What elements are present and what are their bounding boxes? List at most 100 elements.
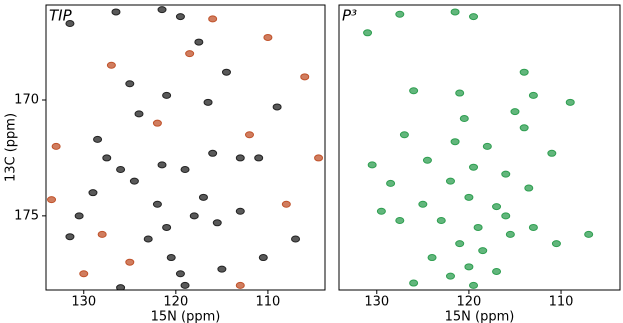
peak [445, 177, 455, 185]
peak [166, 254, 176, 262]
peak [180, 166, 190, 174]
peak [363, 29, 373, 37]
peak [478, 247, 488, 255]
peak [436, 216, 446, 224]
peak [185, 50, 195, 58]
peak [528, 223, 538, 231]
peak [469, 281, 479, 289]
peak [217, 265, 227, 273]
peak [51, 142, 61, 150]
peak [291, 235, 301, 243]
x-tick-label: 120 [163, 295, 188, 310]
peak [469, 163, 479, 171]
peak [492, 267, 502, 275]
peak [376, 207, 386, 215]
peak [79, 270, 89, 278]
peak [194, 38, 204, 46]
peak [102, 154, 112, 162]
peak [93, 135, 103, 143]
peak [505, 230, 515, 238]
peak [208, 149, 218, 157]
peak [97, 230, 107, 238]
peak [399, 131, 409, 139]
peak [125, 80, 135, 88]
peak [180, 281, 190, 289]
panel [47, 6, 324, 290]
peak [281, 200, 291, 208]
x-tick-label: 130 [364, 295, 389, 310]
peak [469, 13, 479, 21]
peak [464, 263, 474, 271]
peak [189, 212, 199, 220]
peak [519, 124, 529, 132]
peak [450, 138, 460, 146]
peak [427, 254, 437, 262]
peak [395, 10, 405, 18]
peak [418, 200, 428, 208]
peak [143, 235, 153, 243]
peak [212, 219, 222, 227]
peaks [47, 6, 324, 290]
peak [235, 154, 245, 162]
peak [198, 193, 208, 201]
peak [175, 270, 185, 278]
peak [482, 142, 492, 150]
peak [152, 119, 162, 127]
peak [510, 108, 520, 116]
peak [47, 196, 57, 204]
plot-frame [45, 4, 326, 291]
peak [221, 68, 231, 76]
peak [129, 177, 139, 185]
peak [386, 179, 396, 187]
panel [363, 8, 594, 289]
peak [422, 156, 432, 164]
peak [162, 91, 172, 99]
x-tick-label: 120 [456, 295, 481, 310]
peak [152, 200, 162, 208]
peak [175, 13, 185, 21]
peak [501, 170, 511, 178]
peak [409, 87, 419, 95]
x-axis-label: 15N (ppm) [151, 310, 221, 323]
peak [203, 98, 213, 106]
peak [464, 193, 474, 201]
peak [235, 207, 245, 215]
peak [395, 216, 405, 224]
peak [455, 240, 465, 248]
peak [125, 258, 135, 266]
panel-title: TIP [49, 7, 73, 25]
y-axis-label: 13C (ppm) [4, 113, 19, 182]
peak [111, 8, 121, 16]
peak [367, 161, 377, 169]
peaks [363, 8, 594, 289]
peak [157, 6, 167, 14]
peak [65, 233, 75, 241]
peak [584, 230, 594, 238]
peak [254, 154, 264, 162]
peak [116, 166, 126, 174]
peak [88, 189, 98, 197]
peak [547, 149, 557, 157]
peak [459, 115, 469, 123]
peak [157, 161, 167, 169]
peak [455, 89, 465, 97]
peak [501, 212, 511, 220]
peak [134, 110, 144, 118]
y-tick-label: 170 [14, 93, 39, 108]
x-axis-label: 15N (ppm) [445, 310, 515, 323]
peak [450, 8, 460, 16]
peak [551, 240, 561, 248]
peak [74, 212, 84, 220]
peak [565, 98, 575, 106]
peak [528, 91, 538, 99]
peak [524, 184, 534, 192]
peak [106, 61, 116, 69]
peak [208, 15, 218, 23]
x-tick-label: 110 [255, 295, 280, 310]
peak [409, 279, 419, 287]
peak [65, 20, 75, 28]
x-tick-label: 110 [549, 295, 574, 310]
y-tick-label: 175 [14, 208, 39, 223]
peak [300, 73, 310, 81]
